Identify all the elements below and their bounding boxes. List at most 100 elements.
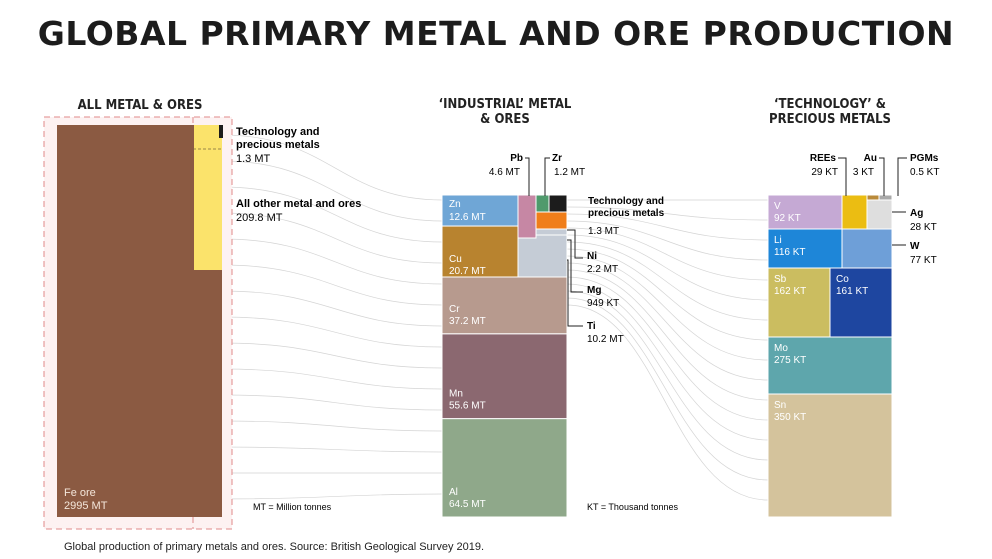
connector-right (566, 276, 769, 421)
bar-ag (866, 199, 893, 230)
label-ni-value: 2.2 MT (587, 264, 618, 275)
label-technology-precious-value: 1.3 MT (236, 153, 271, 165)
bar-sb (767, 267, 831, 338)
bar-technology-precious (548, 194, 568, 213)
label-cr-value: 37.2 MT (449, 316, 486, 327)
bar-mn (441, 333, 568, 420)
connector-left (221, 264, 443, 306)
label-pgms-name: PGMs (910, 153, 939, 164)
callout-line-zr (544, 157, 550, 196)
label-rees-value: 29 KT (811, 167, 838, 178)
connector-right (566, 248, 769, 341)
label-cu-value: 20.7 MT (449, 266, 486, 277)
source-caption: Global production of primary metals and … (64, 541, 485, 553)
label-al-name: Al (449, 487, 458, 498)
bar-au (866, 194, 880, 201)
label-mg-value: 949 KT (587, 298, 619, 309)
connector-right (566, 297, 769, 481)
bar-zn (441, 194, 519, 227)
connector-left (221, 420, 443, 432)
connector-right (566, 290, 769, 461)
label-mo-value: 275 KT (774, 355, 806, 366)
label-ti-value: 10.2 MT (587, 334, 624, 345)
callout-line-au (879, 157, 885, 196)
label-mn-value: 55.6 MT (449, 401, 486, 412)
label-mn-name: Mn (449, 389, 463, 400)
section-heading-all: ALL METAL & ORES (78, 98, 203, 113)
section-heading-industrial: ‘INDUSTRIAL’ METAL & ORES (439, 97, 572, 127)
bar-ni (535, 211, 568, 230)
label-fe-ore-value: 2995 MT (64, 500, 108, 512)
label-ag-name: Ag (910, 208, 923, 219)
callout-line-ti (567, 259, 583, 327)
label-sb-value: 162 KT (774, 286, 806, 297)
label-all-other-name: All other metal and ores (236, 198, 361, 210)
connector-left (221, 368, 443, 390)
bar-pgms (878, 194, 893, 201)
label-au-name: Au (864, 153, 877, 164)
connector-right (566, 283, 769, 441)
unit-note-mt: MT = Million tonnes (253, 502, 332, 512)
connector-right (566, 213, 769, 241)
bar-technology-precious (219, 125, 223, 138)
bar-co (829, 267, 893, 338)
label-pb-value: 4.6 MT (489, 167, 520, 178)
bar-all-other-metals (194, 125, 222, 270)
label-v-value: 92 KT (774, 213, 801, 224)
connector-right (566, 241, 769, 321)
connector-left (221, 394, 443, 411)
connector-lines (221, 134, 769, 501)
connector-right (566, 227, 769, 281)
label-fe-ore-name: Fe ore (64, 487, 96, 499)
bar-zr (535, 194, 550, 213)
bar-cu (441, 225, 519, 278)
connector-right (566, 206, 769, 221)
bar-ti (517, 234, 568, 278)
bar-rees (841, 194, 868, 230)
label-ag-value: 28 KT (910, 222, 937, 233)
label-technology-precious-name: Technology and precious metals (236, 126, 320, 151)
label-al-value: 64.5 MT (449, 499, 486, 510)
bar-sn (767, 393, 893, 518)
label-ni-name: Ni (587, 251, 597, 262)
chart-title: GLOBAL PRIMARY METAL AND ORE PRODUCTION (37, 14, 955, 53)
label-li-value: 116 KT (774, 247, 806, 258)
section-heading-technology: ‘TECHNOLOGY’ & PRECIOUS METALS (769, 97, 891, 127)
callout-line-rees (838, 157, 847, 196)
unit-note-kt: KT = Thousand tonnes (587, 502, 678, 512)
callout-line-mg (567, 239, 583, 293)
connector-left (221, 316, 443, 348)
label-w-value: 77 KT (910, 255, 937, 266)
connector-left (221, 212, 443, 264)
connector-left (221, 290, 443, 327)
connector-right (566, 220, 769, 261)
connector-left (221, 186, 443, 243)
label-sn-value: 350 KT (774, 412, 806, 423)
label-technology-precious-industrial-name: Technology and precious metals (588, 196, 665, 219)
connector-left (221, 342, 443, 369)
callout-line-ni (567, 229, 583, 259)
connector-right (566, 269, 769, 401)
bar-cr (441, 276, 568, 335)
label-cu-name: Cu (449, 254, 462, 265)
label-co-value: 161 KT (836, 286, 868, 297)
label-pgms-value: 0.5 KT (910, 167, 939, 178)
label-technology-precious-industrial-value: 1.3 MT (588, 226, 619, 237)
bar-al (441, 418, 568, 518)
bar-pb (517, 194, 537, 239)
connector-left (221, 238, 443, 285)
bar-li (767, 228, 843, 269)
connector-right (566, 262, 769, 381)
bar-v (767, 194, 843, 230)
label-au-value: 3 KT (853, 167, 874, 178)
label-w-name: W (910, 241, 920, 252)
label-zn-value: 12.6 MT (449, 212, 486, 223)
bar-fe-ore (57, 125, 193, 517)
label-cr-name: Cr (449, 304, 460, 315)
label-zr-value: 1.2 MT (554, 167, 585, 178)
callout-line-pgms (897, 157, 907, 196)
label-zn-name: Zn (449, 199, 461, 210)
